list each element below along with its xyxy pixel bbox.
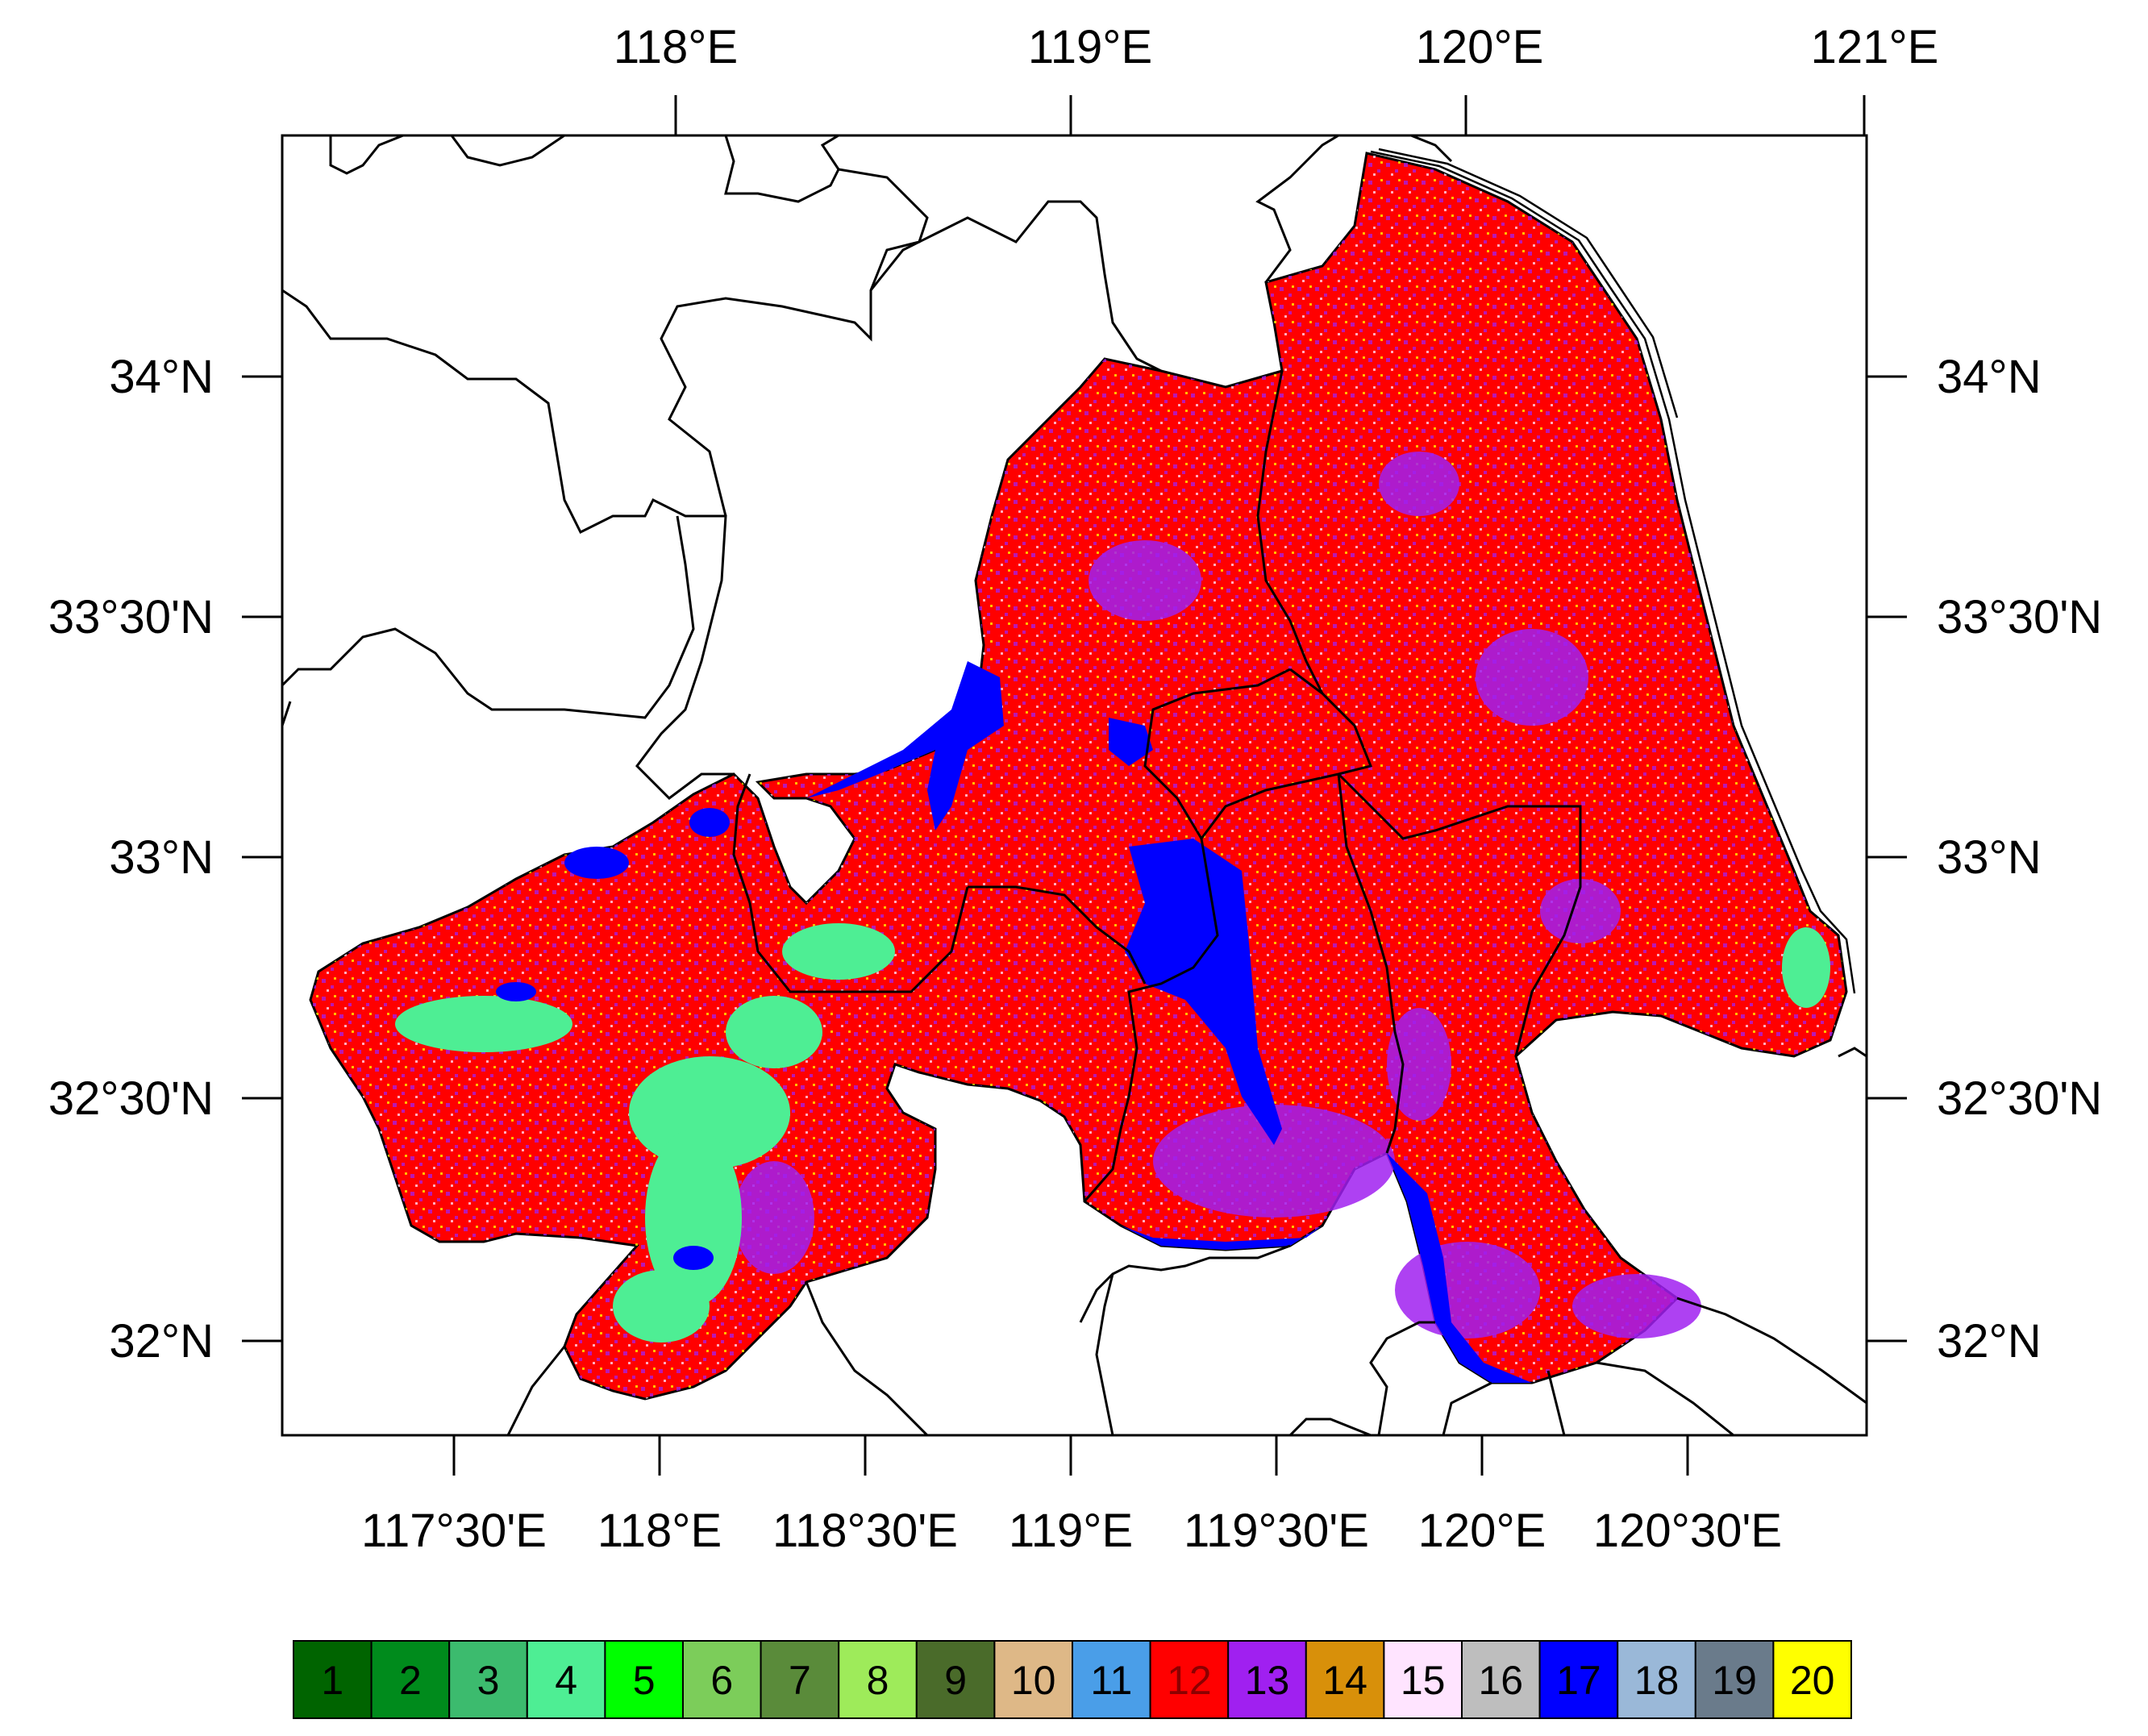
legend-label-4: 4 — [555, 1658, 577, 1703]
right-lat-label: 32°30'N — [1937, 1072, 2102, 1125]
legend-label-17: 17 — [1556, 1658, 1601, 1703]
legend-cell-14 — [1305, 1640, 1385, 1719]
legend-label-13: 13 — [1245, 1658, 1290, 1703]
internal-boundaries — [732, 370, 1582, 1202]
legend-label-14: 14 — [1322, 1658, 1367, 1703]
bottom-lon-label: 118°E — [597, 1505, 722, 1557]
class-4-patches — [395, 923, 1830, 1343]
neighbour-boundaries — [282, 135, 1867, 1435]
bottom-longitude-labels: 117°30'E 118°E 118°30'E 119°E 119°30'E 1… — [361, 1505, 1782, 1557]
legend-label-6: 6 — [710, 1658, 733, 1703]
left-lat-label: 32°30'N — [48, 1072, 214, 1125]
class-17-water — [496, 661, 1532, 1383]
legend-cell-20 — [1772, 1640, 1852, 1719]
right-lat-label: 33°N — [1937, 831, 2042, 884]
bottom-lon-label: 120°30'E — [1593, 1505, 1782, 1557]
legend-cell-7 — [760, 1640, 840, 1719]
left-latitude-labels: 34°N 33°30'N 33°N 32°30'N 32°N — [48, 351, 214, 1368]
bottom-lon-label: 119°30'E — [1184, 1505, 1369, 1557]
legend-cell-9 — [915, 1640, 996, 1719]
left-lat-label: 33°N — [109, 831, 214, 884]
legend-cell-15 — [1383, 1640, 1463, 1719]
legend-cell-5 — [604, 1640, 685, 1719]
bottom-lon-label: 120°E — [1418, 1505, 1546, 1557]
legend-label-19: 19 — [1712, 1658, 1757, 1703]
legend-label-16: 16 — [1478, 1658, 1523, 1703]
legend-label-5: 5 — [633, 1658, 656, 1703]
legend-cell-19 — [1694, 1640, 1775, 1719]
bottom-lon-label: 117°30'E — [361, 1505, 547, 1557]
legend-label-12: 12 — [1167, 1658, 1212, 1703]
legend-cell-17 — [1538, 1640, 1619, 1719]
legend-cell-11 — [1072, 1640, 1151, 1719]
legend-cell-8 — [838, 1640, 918, 1719]
top-longitude-labels: 118°E 119°E 120°E 121°E — [614, 21, 1939, 73]
legend-cell-6 — [682, 1640, 762, 1719]
legend-cell-2 — [370, 1640, 451, 1719]
bottom-lon-label: 118°30'E — [772, 1505, 958, 1557]
right-lat-label: 32°N — [1937, 1315, 2042, 1368]
left-lat-label: 34°N — [109, 351, 214, 403]
legend-label-11: 11 — [1090, 1658, 1132, 1703]
coastline — [1370, 148, 1856, 994]
legend-label-8: 8 — [867, 1658, 889, 1703]
legend-label-15: 15 — [1401, 1658, 1446, 1703]
map-frame-border — [281, 134, 1868, 1437]
legend-colorbar: 1 2 3 4 5 6 7 8 9 10 11 12 13 14 15 16 17 18 19 20 — [293, 1640, 1852, 1719]
tick-marks — [242, 95, 1907, 1476]
legend-label-7: 7 — [789, 1658, 811, 1703]
legend-label-20: 20 — [1790, 1658, 1835, 1703]
legend-label-1: 1 — [321, 1658, 343, 1703]
right-latitude-labels: 34°N 33°30'N 33°N 32°30'N 32°N — [1937, 351, 2102, 1368]
top-lon-label: 121°E — [1811, 21, 1939, 73]
legend-label-10: 10 — [1011, 1658, 1056, 1703]
top-lon-label: 119°E — [1028, 21, 1152, 73]
top-lon-label: 120°E — [1416, 21, 1544, 73]
legend-cell-10 — [993, 1640, 1074, 1719]
right-lat-label: 33°30'N — [1937, 591, 2102, 643]
top-lon-label: 118°E — [614, 21, 738, 73]
left-lat-label: 33°30'N — [48, 591, 214, 643]
legend-label-3: 3 — [477, 1658, 500, 1703]
legend-cell-16 — [1461, 1640, 1541, 1719]
right-lat-label: 34°N — [1937, 351, 2042, 403]
left-lat-label: 32°N — [109, 1315, 214, 1368]
legend-cell-3 — [448, 1640, 528, 1719]
legend-label-2: 2 — [399, 1658, 422, 1703]
legend-label-18: 18 — [1634, 1658, 1680, 1703]
legend-label-9: 9 — [944, 1658, 967, 1703]
bottom-lon-label: 119°E — [1009, 1505, 1133, 1557]
legend-cell-12 — [1149, 1640, 1230, 1719]
